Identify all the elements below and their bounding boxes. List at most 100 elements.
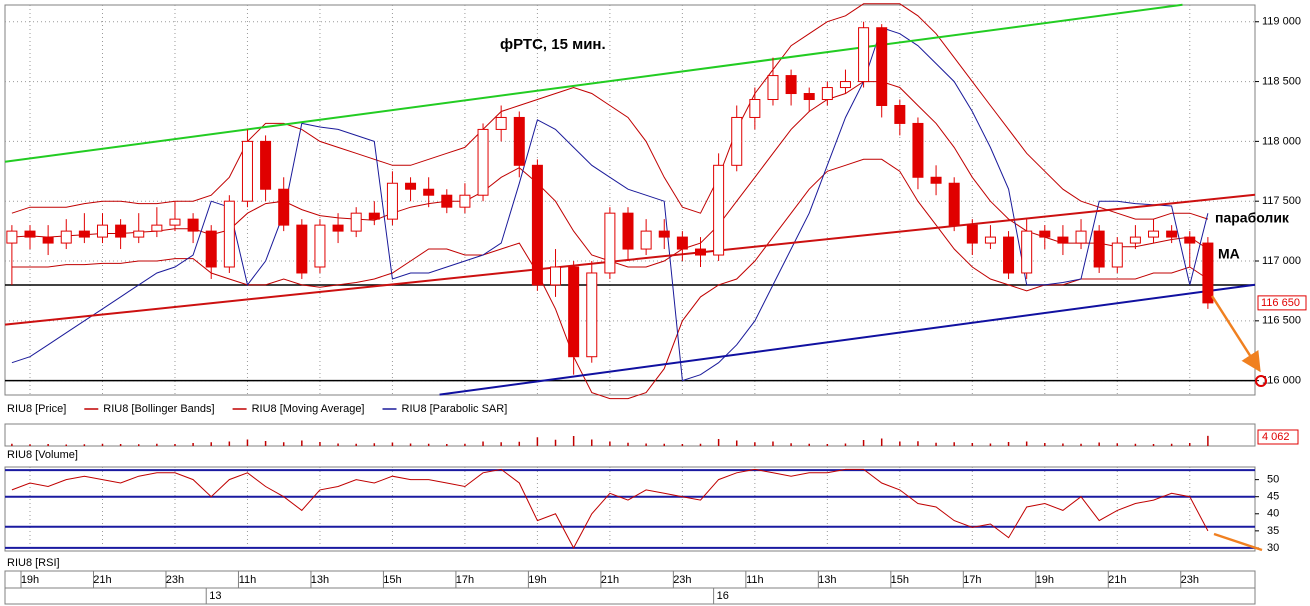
candle-body [1166,230,1178,238]
y-tick-label: 116 000 [1262,375,1301,387]
candle-body [96,224,108,238]
candle-body [459,194,471,208]
candle-body [386,182,398,220]
y-tick-label: 30 [1267,542,1279,554]
x-tick-label: 15h [891,574,909,586]
candle-body [296,224,308,274]
last-volume-box [1257,429,1299,445]
trend-line [4,3,1183,163]
x-tick-label: 17h [456,574,474,586]
panel-title: RIU8 [RSI] [7,557,60,569]
trend-line [439,283,1256,396]
rsi-panel [4,466,1256,552]
y-tick-label: 117 000 [1262,255,1301,267]
y-tick-label: 118 500 [1262,75,1301,87]
candle-body [205,230,217,268]
target-marker [1255,375,1267,387]
candle-body [133,230,145,238]
candle-body [260,140,272,190]
candle-body [60,230,72,244]
y-tick-label: 116 500 [1262,315,1301,327]
candle-body [1129,236,1141,244]
candle-body [604,212,616,274]
chart-title: фРТС, 15 мин. [500,36,606,53]
x-tick-label: 11h [746,574,764,586]
candle-body [441,194,453,208]
y-tick-label: 50 [1267,474,1279,486]
candle-body [894,104,906,124]
candle-body [368,212,380,220]
candle-body [858,27,870,83]
x-tick-label: 13h [311,574,329,586]
rsi-line [11,468,1209,549]
x-tick-label: 23h [166,574,184,586]
y-tick-label: 118 000 [1262,135,1301,147]
legend-label: RIU8 [Bollinger Bands] [103,403,214,415]
x-tick-label: 21h [93,574,111,586]
candle-body [930,176,942,184]
candle-body [1021,230,1033,274]
annotation: MA [1218,246,1240,262]
legend-label: RIU8 [Moving Average] [252,403,365,415]
candle-body [694,248,706,256]
x-tick-label: 13h [818,574,836,586]
candle-body [405,182,417,190]
indicator-line [11,3,1209,220]
candle-body [1075,230,1087,244]
candle-body [586,272,598,358]
candle-body [658,230,670,238]
candle-body [803,93,815,101]
last-volume-label: 4 062 [1262,431,1290,443]
candle-body [640,230,652,250]
arrow [1213,532,1263,552]
legend-label: RIU8 [Price] [7,403,66,415]
candle-body [332,224,344,232]
candle-body [1003,236,1015,274]
candle-body [767,75,779,101]
candle-body [241,140,253,202]
candle-body [531,164,543,286]
candle-body [876,27,888,106]
x-tick-label: 19h [528,574,546,586]
y-tick-label: 40 [1267,508,1279,520]
last-price-label: 116 650 [1261,297,1300,309]
x-tick-label: 23h [1181,574,1199,586]
x-tick-label: 23h [673,574,691,586]
candle-body [24,230,36,238]
candle-body [912,122,924,178]
day-label: 13 [209,590,221,602]
candle-body [1057,236,1069,244]
annotation: параболик [1215,210,1290,226]
candle-body [42,236,54,244]
candle-body [749,99,761,118]
y-tick-label: 35 [1267,525,1279,537]
x-tick-label: 19h [1036,574,1054,586]
candle-body [966,224,978,244]
candle-body [314,224,326,268]
candle-body [1111,242,1123,268]
candle-body [568,266,580,358]
x-tick-label: 21h [601,574,619,586]
candle-body [713,164,725,256]
candle-body [1039,230,1051,238]
volume-panel [4,423,1256,447]
x-tick-label: 21h [1108,574,1126,586]
candle-body [350,212,362,232]
candle-body [169,218,181,226]
legend-label: RIU8 [Parabolic SAR] [402,403,508,415]
candle-body [477,128,489,196]
y-tick-label: 119 000 [1262,16,1301,28]
plot-layer: 116 000 116 500 117 000 117 500 118 000 118 5… [4,3,1307,604]
x-tick-label: 15h [383,574,401,586]
candle-body [948,182,960,226]
y-tick-label: 117 500 [1262,195,1301,207]
candle-body [1148,230,1160,238]
candle-body [187,218,199,232]
candle-body [78,230,90,238]
y-tick-label: 45 [1267,491,1279,503]
candle-body [1184,236,1196,244]
x-tick-label: 17h [963,574,981,586]
candle-body [550,266,562,286]
candle-body [6,230,18,244]
